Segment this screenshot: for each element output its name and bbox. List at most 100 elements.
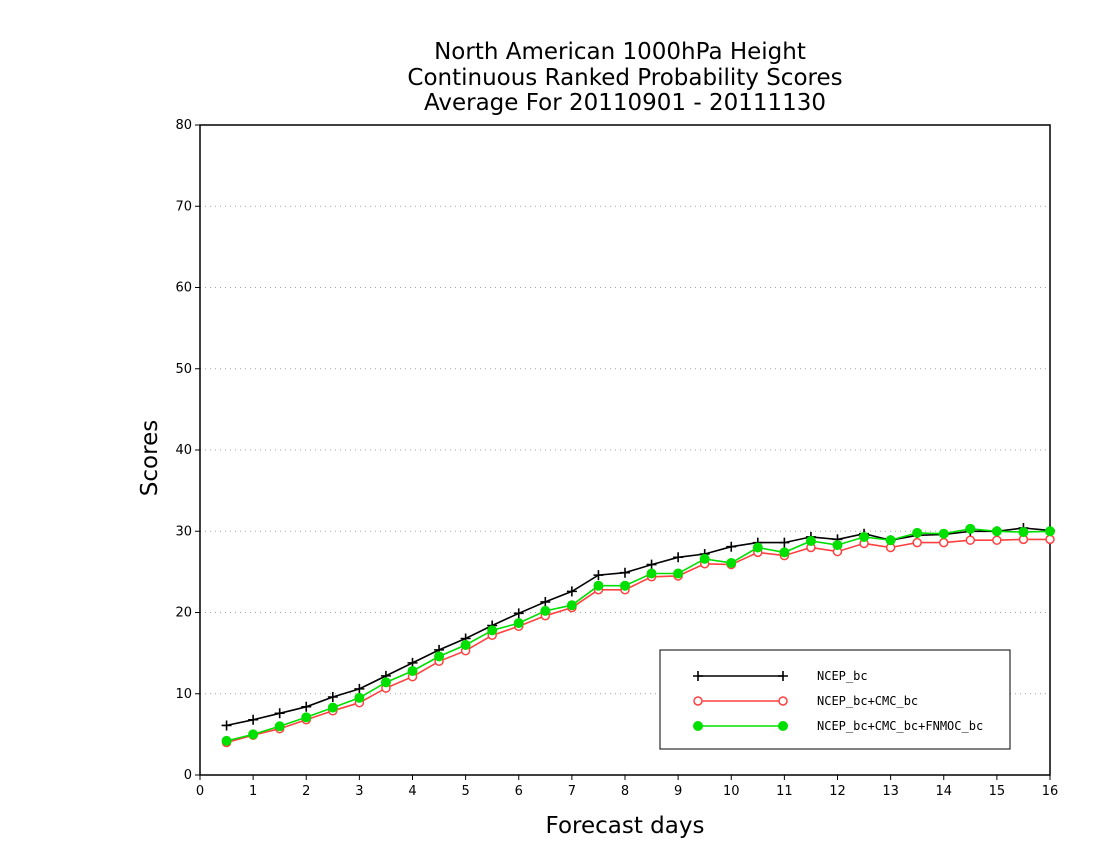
data-point-s3-7 (407, 666, 418, 676)
legend-marker-start-2 (693, 696, 703, 706)
y-tick-label-20: 20 (175, 606, 192, 621)
data-point-s1-19 (726, 541, 737, 552)
data-point-s3-30 (1018, 527, 1029, 538)
data-point-s1-0 (221, 720, 232, 731)
data-point-s3-9 (460, 640, 471, 650)
gridlines (200, 205, 1050, 695)
data-point-s1-11 (513, 608, 524, 619)
legend-marker-end-1 (778, 671, 788, 681)
data-point-s3-5 (354, 692, 365, 703)
y-tick-label-10: 10 (175, 687, 192, 702)
x-tick-label-0: 0 (196, 784, 204, 799)
y-tick-label-80: 80 (175, 118, 192, 133)
legend-marker-end-3 (778, 721, 788, 731)
data-point-s1-15 (620, 567, 630, 578)
legend-marker-start-3 (693, 721, 703, 731)
data-point-s3-20 (752, 542, 763, 553)
data-point-s1-2 (274, 708, 285, 719)
data-point-s1-1 (248, 714, 259, 725)
x-tick-label-13: 13 (882, 784, 899, 799)
x-tick-label-16: 16 (1042, 784, 1059, 799)
x-axis-label: Forecast days (546, 813, 705, 839)
data-point-s3-24 (859, 531, 870, 542)
data-point-s3-14 (593, 580, 604, 591)
data-point-s3-22 (805, 536, 816, 546)
data-point-s2-28 (965, 535, 976, 545)
data-point-s3-18 (699, 553, 710, 564)
y-tick-label-50: 50 (175, 362, 192, 377)
data-point-s3-2 (274, 721, 285, 732)
data-point-s3-15 (620, 580, 630, 591)
data-point-s3-4 (327, 702, 338, 713)
legend-label-2: NCEP_bc+CMC_bc (817, 694, 918, 708)
x-tick-label-15: 15 (989, 784, 1006, 799)
data-point-s3-6 (380, 677, 391, 688)
x-tick-label-14: 14 (935, 784, 952, 799)
data-point-s2-31 (1045, 534, 1055, 545)
x-tick-label-12: 12 (829, 784, 846, 799)
data-point-s3-13 (566, 600, 577, 611)
data-point-s2-27 (939, 537, 949, 548)
data-point-s1-16 (646, 559, 657, 570)
y-tick-label-70: 70 (175, 199, 192, 214)
data-point-s1-4 (327, 692, 338, 702)
x-tick-label-3: 3 (355, 784, 363, 799)
x-tick-label-2: 2 (302, 784, 310, 799)
data-point-s1-14 (593, 570, 604, 581)
data-point-s3-26 (912, 527, 923, 538)
data-point-s3-28 (965, 523, 976, 534)
data-point-s3-17 (673, 568, 684, 579)
legend-box (659, 649, 1011, 750)
x-tick-label-8: 8 (621, 784, 629, 799)
y-tick-label-60: 60 (175, 281, 192, 296)
data-point-s1-21 (779, 537, 790, 548)
x-tick-label-4: 4 (408, 784, 416, 799)
data-point-s3-16 (646, 568, 657, 579)
data-point-s3-19 (726, 557, 737, 568)
series-layer (221, 523, 1055, 748)
series-line-1 (226, 527, 1051, 727)
x-tick-label-7: 7 (568, 784, 576, 799)
data-point-s3-12 (540, 605, 551, 616)
legend-label-3: NCEP_bc+CMC_bc+FNMOC_bc (817, 719, 983, 733)
x-tick-label-11: 11 (776, 784, 793, 799)
legend: NCEP_bc NCEP_bc+CMC_bc NCEP_bc+CMC_bc+FNMO… (659, 649, 1011, 750)
legend-label-1: NCEP_bc (817, 669, 868, 683)
data-point-s3-29 (991, 526, 1002, 537)
x-tick-label-5: 5 (461, 784, 469, 799)
data-point-s1-17 (673, 552, 684, 563)
data-point-s1-12 (540, 596, 551, 607)
data-point-s2-26 (912, 537, 922, 548)
data-point-s3-10 (487, 625, 498, 636)
series-3 (221, 523, 1055, 746)
data-point-s1-13 (566, 586, 577, 597)
legend-marker-start-1 (693, 671, 703, 681)
chart-title-line-1: North American 1000hPa Height (434, 39, 806, 65)
x-tick-label-1: 1 (249, 784, 257, 799)
chart-title-line-3: Average For 20110901 - 20111130 (424, 90, 826, 116)
x-tick-label-9: 9 (674, 784, 682, 799)
y-axis-label: Scores (137, 420, 163, 496)
data-point-s3-21 (779, 547, 790, 558)
data-point-s2-29 (992, 535, 1002, 545)
data-point-s3-27 (938, 528, 949, 539)
y-tick-label-0: 0 (184, 768, 192, 783)
data-point-s3-8 (434, 651, 445, 662)
data-point-s3-11 (513, 618, 524, 629)
x-tick-label-10: 10 (723, 784, 740, 799)
legend-marker-end-2 (778, 696, 788, 706)
chart-title-line-2: Continuous Ranked Probability Scores (407, 65, 842, 91)
data-point-s3-23 (832, 540, 843, 551)
data-point-s3-1 (248, 729, 259, 740)
data-point-s3-31 (1045, 526, 1055, 537)
data-point-s1-5 (354, 683, 365, 694)
data-point-s1-3 (301, 701, 312, 712)
y-tick-label-40: 40 (175, 443, 192, 458)
data-point-s3-0 (221, 735, 232, 746)
y-tick-label-30: 30 (175, 524, 192, 539)
data-point-s3-3 (301, 712, 312, 723)
data-point-s3-25 (885, 535, 896, 546)
x-tick-label-6: 6 (515, 784, 523, 799)
